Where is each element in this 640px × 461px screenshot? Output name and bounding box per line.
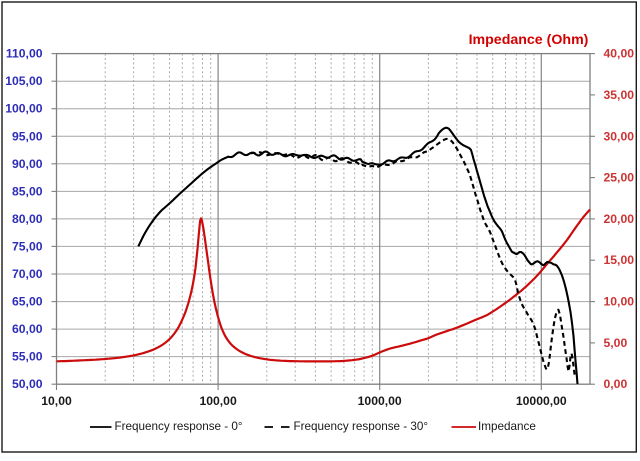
svg-text:25,00: 25,00 xyxy=(604,171,635,185)
svg-text:20,00: 20,00 xyxy=(604,212,635,226)
svg-text:90,00: 90,00 xyxy=(12,157,43,171)
svg-text:Impedance (Ohm): Impedance (Ohm) xyxy=(469,32,589,48)
svg-text:105,00: 105,00 xyxy=(5,74,42,88)
svg-text:100,00: 100,00 xyxy=(5,102,42,116)
svg-text:35,00: 35,00 xyxy=(604,88,635,102)
svg-text:Frequency response - 30°: Frequency response - 30° xyxy=(294,420,429,433)
svg-text:1000,00: 1000,00 xyxy=(358,394,402,408)
svg-text:40,00: 40,00 xyxy=(604,47,635,61)
svg-text:55,00: 55,00 xyxy=(12,350,43,364)
svg-text:100,00: 100,00 xyxy=(199,394,236,408)
svg-text:70,00: 70,00 xyxy=(12,267,43,281)
svg-text:95,00: 95,00 xyxy=(12,129,43,143)
svg-text:5,00: 5,00 xyxy=(604,336,628,350)
svg-text:65,00: 65,00 xyxy=(12,295,43,309)
svg-text:110,00: 110,00 xyxy=(6,47,43,61)
svg-text:0,00: 0,00 xyxy=(604,377,628,391)
svg-text:80,00: 80,00 xyxy=(12,212,43,226)
svg-text:10,00: 10,00 xyxy=(604,295,635,309)
svg-text:50,00: 50,00 xyxy=(12,377,43,391)
svg-text:85,00: 85,00 xyxy=(12,184,43,198)
svg-text:Impedance: Impedance xyxy=(478,420,536,433)
svg-text:10,00: 10,00 xyxy=(41,394,72,408)
svg-text:15,00: 15,00 xyxy=(604,253,635,267)
svg-text:10000,00: 10000,00 xyxy=(516,394,567,408)
svg-text:75,00: 75,00 xyxy=(12,239,43,253)
svg-text:60,00: 60,00 xyxy=(12,322,43,336)
svg-text:Frequency response - 0°: Frequency response - 0° xyxy=(115,420,243,433)
svg-text:30,00: 30,00 xyxy=(604,129,635,143)
